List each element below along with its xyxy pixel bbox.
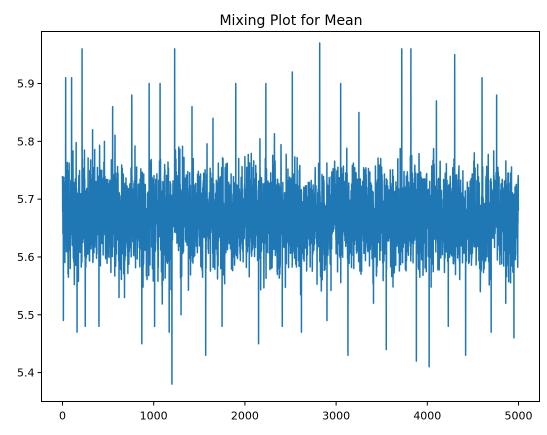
axes-frame — [41, 31, 540, 402]
x-tick-label: 4000 — [413, 410, 441, 423]
y-axis: 5.4 5.5 5.6 5.7 5.8 5.9 — [17, 78, 42, 380]
y-tick-label: 5.9 — [17, 78, 35, 91]
chart-title: Mixing Plot for Mean — [219, 13, 362, 29]
y-tick-label: 5.7 — [17, 193, 35, 206]
x-tick-label: 3000 — [322, 410, 350, 423]
x-tick-label: 1000 — [140, 410, 168, 423]
y-tick-label: 5.5 — [17, 309, 35, 322]
x-tick-label: 0 — [59, 410, 66, 423]
series-line-mean — [61, 42, 520, 385]
x-tick-label: 5000 — [505, 410, 533, 423]
plot-area — [61, 42, 520, 385]
y-tick-label: 5.8 — [17, 135, 35, 148]
y-tick-label: 5.6 — [17, 251, 35, 264]
x-tick-label: 2000 — [231, 410, 259, 423]
x-axis: 0 1000 2000 3000 4000 5000 — [59, 401, 533, 423]
y-tick-label: 5.4 — [17, 367, 35, 380]
